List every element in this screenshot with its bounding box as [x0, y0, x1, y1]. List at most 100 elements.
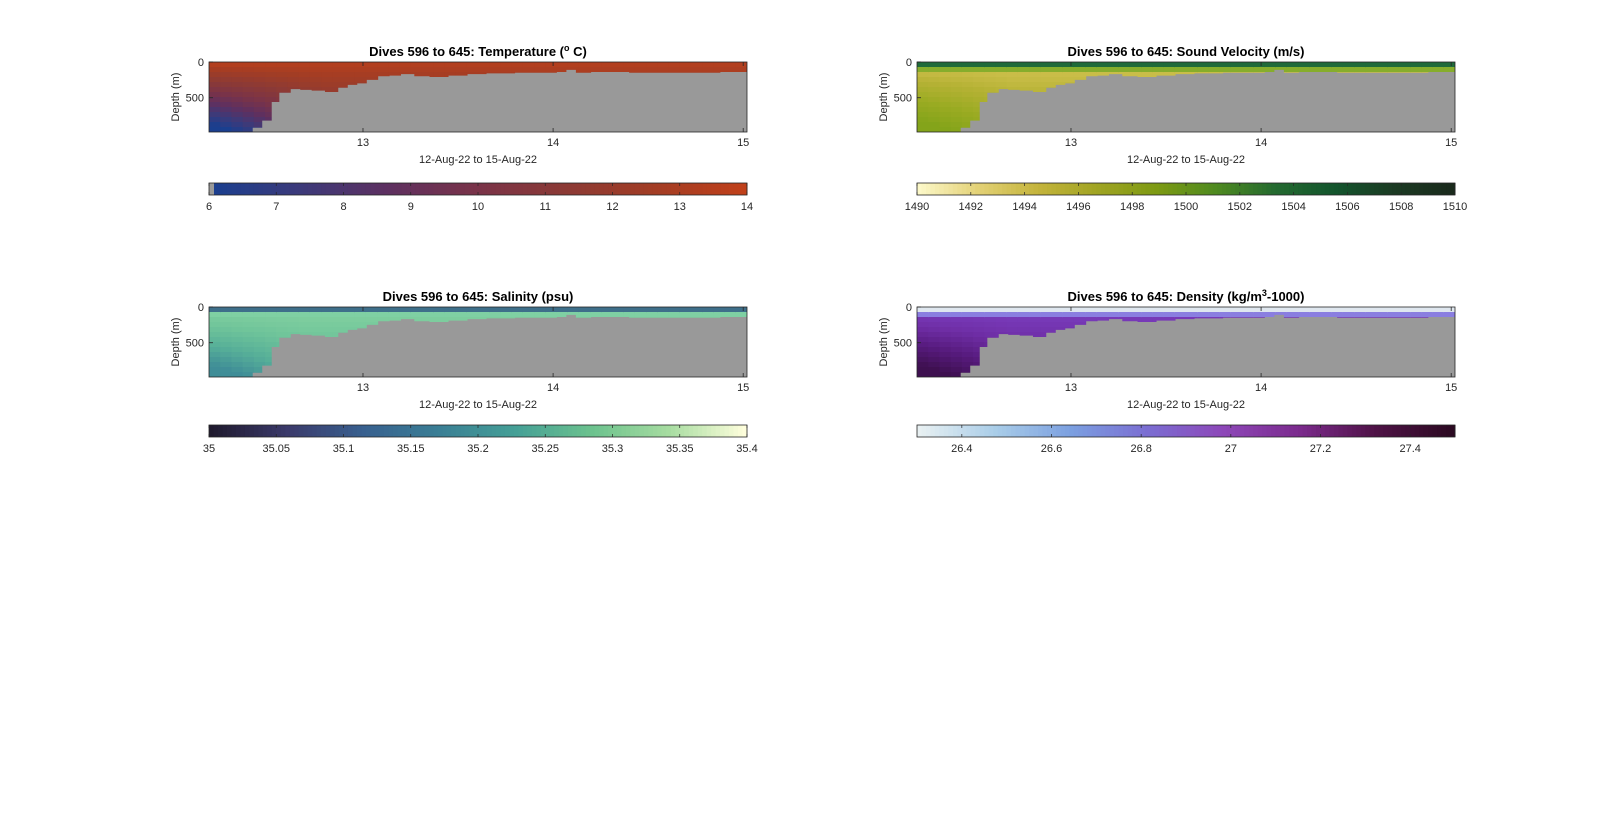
- heatmap-cell: [1006, 82, 1019, 88]
- colorbar-segment: [330, 183, 336, 195]
- colorbar-segment: [684, 183, 690, 195]
- heatmap-cell: [444, 317, 457, 323]
- heatmap-cell: [1342, 67, 1355, 73]
- colorbar-tick-label: 26.6: [1041, 443, 1062, 455]
- colorbar-segment: [1378, 425, 1384, 437]
- x-tick-label: 14: [547, 137, 559, 149]
- heatmap-cell: [298, 72, 311, 78]
- heatmap-cell: [421, 312, 434, 318]
- heatmap-cell: [231, 367, 244, 373]
- heatmap-cell: [466, 67, 479, 73]
- heatmap-cell: [265, 352, 277, 358]
- colorbar-tick-label: 12: [606, 201, 618, 213]
- colorbar-segment: [1091, 183, 1097, 195]
- colorbar-segment: [1351, 183, 1357, 195]
- heatmap-cell: [679, 62, 692, 68]
- colorbar-segment: [1033, 183, 1039, 195]
- heatmap-cell: [265, 327, 277, 333]
- colorbar-segment: [1011, 425, 1017, 437]
- heatmap-cell: [231, 347, 244, 353]
- heatmap-cell: [928, 347, 941, 353]
- heatmap-cell: [1163, 317, 1176, 323]
- heatmap-cell: [276, 322, 289, 328]
- heatmap-cell: [265, 347, 277, 353]
- colorbar-segment: [1369, 425, 1375, 437]
- heatmap-cell: [928, 122, 941, 128]
- colorbar-segment: [616, 425, 622, 437]
- heatmap-cell: [365, 317, 378, 323]
- colorbar-segment: [934, 425, 940, 437]
- heatmap-cell: [377, 312, 389, 318]
- heatmap-cell: [220, 72, 233, 78]
- heatmap-cell: [1219, 67, 1232, 73]
- heatmap-cell: [489, 307, 502, 313]
- heatmap-cell: [242, 72, 255, 78]
- colorbar-segment: [518, 183, 524, 195]
- heatmap-cell: [220, 117, 233, 123]
- colorbar-segment: [957, 425, 963, 437]
- heatmap-cell: [950, 342, 963, 348]
- colorbar-segment: [1396, 183, 1402, 195]
- heatmap-cell: [556, 307, 569, 313]
- heatmap-cell: [939, 327, 952, 333]
- colorbar-segment: [249, 183, 255, 195]
- colorbar-segment: [428, 425, 434, 437]
- heatmap-cell: [1365, 312, 1378, 318]
- heatmap-cell: [242, 97, 255, 103]
- heatmap-cell: [343, 82, 356, 88]
- heatmap-cell: [220, 77, 233, 83]
- heatmap-cell: [1320, 312, 1333, 318]
- heatmap-cell: [265, 82, 277, 88]
- heatmap-cell: [332, 327, 345, 333]
- heatmap-cell: [1197, 307, 1210, 313]
- x-tick-label: 15: [1445, 137, 1457, 149]
- heatmap-cell: [950, 92, 963, 98]
- colorbar-segment: [711, 183, 717, 195]
- heatmap-area: [209, 62, 747, 132]
- heatmap-cell: [939, 307, 952, 313]
- colorbar-segment: [608, 183, 613, 195]
- heatmap-cell: [1443, 307, 1455, 313]
- colorbar-segment: [997, 183, 1003, 195]
- colorbar-segment: [1051, 183, 1057, 195]
- heatmap-cell: [679, 312, 692, 318]
- colorbar-segment: [1127, 425, 1133, 437]
- heatmap-cell: [961, 92, 974, 98]
- heatmap-cell: [939, 87, 952, 93]
- heatmap-cell: [690, 62, 703, 68]
- colorbar-segment: [693, 183, 699, 195]
- heatmap-cell: [309, 62, 322, 68]
- chart-panel-salinity: 13 14 15 0 500 Depth (m) 12-Aug-22 to 15-Aug-2…: [170, 289, 758, 455]
- colorbar-segment: [1055, 425, 1061, 437]
- heatmap-cell: [253, 307, 266, 313]
- heatmap-cell: [1017, 317, 1030, 323]
- heatmap-cell: [410, 72, 423, 78]
- colorbar-segment: [1190, 183, 1196, 195]
- heatmap-cell: [1376, 62, 1389, 68]
- heatmap-cell: [1051, 312, 1064, 318]
- heatmap-cell: [646, 62, 658, 68]
- colorbar-segment: [733, 183, 739, 195]
- heatmap-cell: [1040, 82, 1053, 88]
- colorbar-segment: [1405, 425, 1411, 437]
- colorbar-segment: [925, 183, 931, 195]
- colorbar-segment: [1064, 425, 1070, 437]
- heatmap-cell: [253, 97, 266, 103]
- colorbar-segment: [1356, 183, 1362, 195]
- heatmap-cell: [1017, 322, 1030, 328]
- heatmap-cell: [917, 127, 929, 132]
- x-tick-label: 13: [357, 137, 369, 149]
- heatmap-cell: [276, 327, 289, 333]
- heatmap-cell: [1141, 317, 1153, 323]
- heatmap-cell: [500, 67, 513, 73]
- colorbar-tick-label: 6: [206, 201, 212, 213]
- heatmap-cell: [321, 322, 333, 328]
- heatmap-cell: [220, 82, 233, 88]
- colorbar-segment: [1226, 183, 1232, 195]
- heatmap-cell: [298, 307, 311, 313]
- colorbar-segment: [1257, 425, 1263, 437]
- heatmap-cell: [444, 312, 457, 318]
- heatmap-cell: [917, 347, 929, 353]
- colorbar-segment: [1253, 183, 1259, 195]
- colorbar-segment: [975, 183, 981, 195]
